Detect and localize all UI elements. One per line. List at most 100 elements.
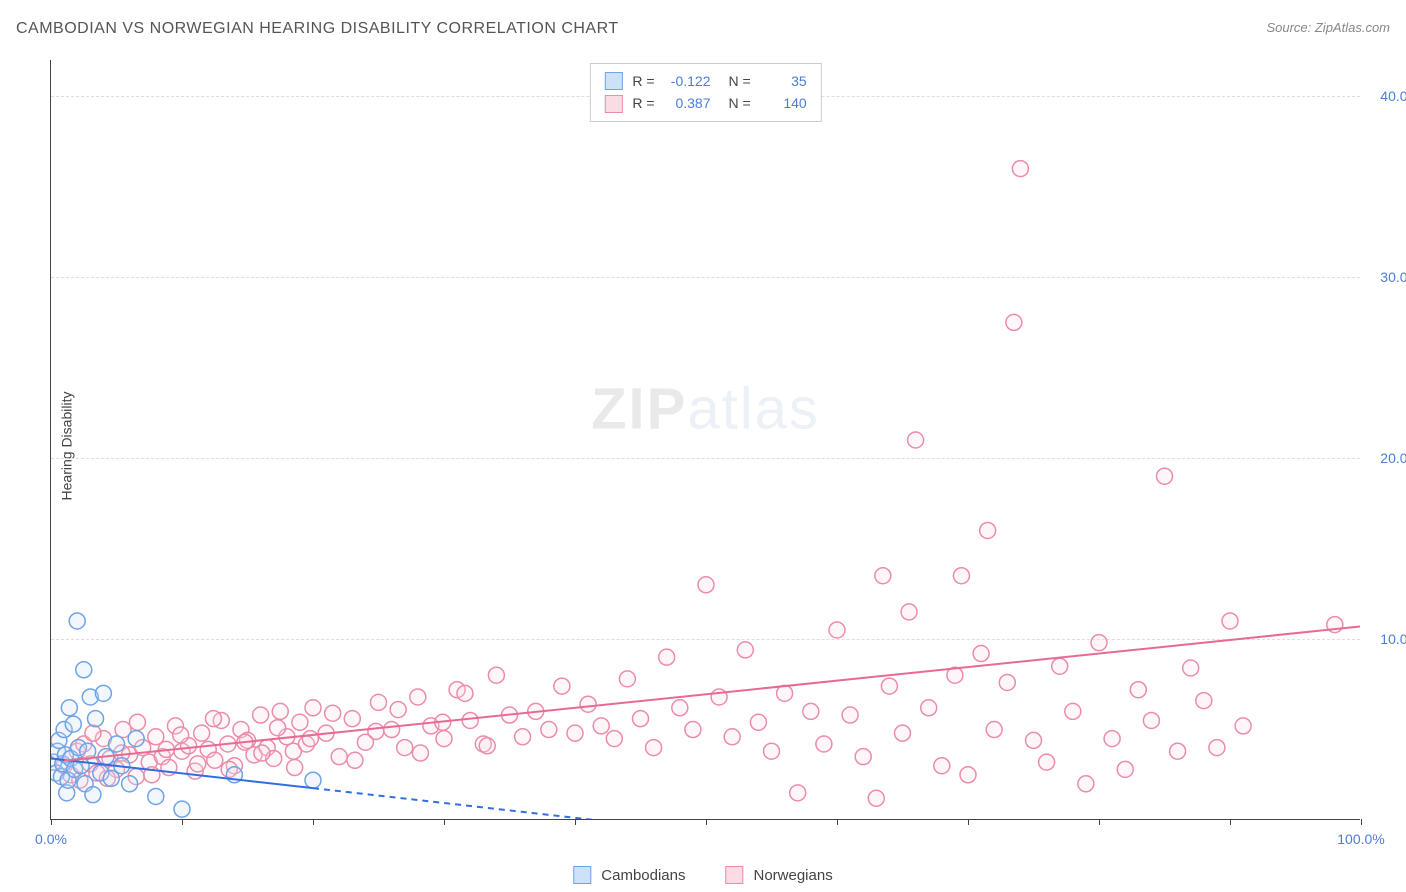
cambodians-point [128, 731, 144, 747]
norwegians-point [790, 785, 806, 801]
norwegians-point [901, 604, 917, 620]
norwegians-point [161, 760, 177, 776]
norwegians-point [1209, 740, 1225, 756]
norwegians-point [462, 712, 478, 728]
norwegians-point [102, 750, 118, 766]
watermark-zip: ZIP [591, 377, 687, 442]
norwegians-point [144, 767, 160, 783]
norwegians-point [1026, 732, 1042, 748]
norwegians-point [842, 707, 858, 723]
norwegians-point [331, 749, 347, 765]
legend-r-value: 0.387 [661, 92, 711, 114]
x-tick-mark [182, 819, 183, 825]
x-tick-label: 0.0% [35, 831, 67, 847]
norwegians-point [167, 718, 183, 734]
norwegians-point [1170, 743, 1186, 759]
norwegians-point [855, 749, 871, 765]
norwegians-point [141, 754, 157, 770]
norwegians-point [672, 700, 688, 716]
norwegians-point [646, 740, 662, 756]
norwegians-point [1006, 314, 1022, 330]
legend-r-label: R = [632, 92, 654, 114]
norwegians-point [190, 756, 206, 772]
legend-correlation-row: R =0.387N =140 [604, 92, 806, 114]
legend-series-item: Norwegians [726, 866, 833, 884]
norwegians-point [325, 705, 341, 721]
norwegians-point [69, 743, 85, 759]
norwegians-point [449, 682, 465, 698]
norwegians-point [1078, 776, 1094, 792]
legend-correlation: R =-0.122N =35R =0.387N =140 [589, 63, 821, 122]
norwegians-point [205, 711, 221, 727]
norwegians-point [619, 671, 635, 687]
y-tick-label: 30.0% [1380, 269, 1406, 285]
norwegians-point [1091, 635, 1107, 651]
norwegians-point [240, 732, 256, 748]
cambodians-point [51, 743, 66, 759]
norwegians-point [475, 736, 491, 752]
norwegians-point [685, 722, 701, 738]
norwegians-point [875, 568, 891, 584]
norwegians-point [302, 731, 318, 747]
norwegians-trend [64, 626, 1360, 760]
norwegians-point [980, 522, 996, 538]
cambodians-point [51, 732, 67, 748]
watermark: ZIPatlas [591, 376, 820, 443]
norwegians-point [397, 740, 413, 756]
norwegians-point [122, 747, 138, 763]
norwegians-point [213, 712, 229, 728]
norwegians-point [318, 725, 334, 741]
norwegians-point [698, 577, 714, 593]
norwegians-point [285, 743, 301, 759]
x-tick-mark [706, 819, 707, 825]
norwegians-point [221, 761, 237, 777]
norwegians-point [1012, 161, 1028, 177]
cambodians-point [63, 750, 79, 766]
norwegians-point [580, 696, 596, 712]
x-tick-mark [1361, 819, 1362, 825]
norwegians-point [816, 736, 832, 752]
norwegians-point [200, 741, 216, 757]
norwegians-point [567, 725, 583, 741]
x-tick-mark [837, 819, 838, 825]
legend-swatch [604, 72, 622, 90]
norwegians-point [947, 667, 963, 683]
norwegians-point [305, 700, 321, 716]
cambodians-point [61, 700, 77, 716]
cambodians-point [98, 749, 114, 765]
cambodians-point [103, 770, 119, 786]
norwegians-point [593, 718, 609, 734]
norwegians-point [457, 685, 473, 701]
cambodians-point [59, 785, 75, 801]
norwegians-point [344, 711, 360, 727]
cambodians-point [82, 689, 98, 705]
norwegians-point [174, 743, 190, 759]
cambodians-point [55, 756, 71, 772]
cambodians-point [67, 761, 83, 777]
cambodians-point [51, 754, 62, 770]
gridline [51, 458, 1360, 459]
norwegians-point [368, 723, 384, 739]
x-tick-mark [575, 819, 576, 825]
norwegians-point [128, 769, 144, 785]
norwegians-point [154, 749, 170, 765]
norwegians-point [1117, 761, 1133, 777]
cambodians-point [65, 716, 81, 732]
legend-series-item: Cambodians [573, 866, 685, 884]
norwegians-point [259, 740, 275, 756]
chart-svg [51, 60, 1360, 819]
norwegians-point [220, 736, 236, 752]
norwegians-point [292, 714, 308, 730]
norwegians-point [135, 740, 151, 756]
cambodians-point [77, 776, 93, 792]
x-tick-mark [1230, 819, 1231, 825]
norwegians-point [114, 745, 130, 761]
x-tick-mark [444, 819, 445, 825]
x-tick-mark [51, 819, 52, 825]
cambodians-point [60, 772, 76, 788]
legend-n-label: N = [729, 92, 751, 114]
cambodians-point [73, 758, 89, 774]
norwegians-point [347, 752, 363, 768]
x-tick-label: 100.0% [1337, 831, 1384, 847]
chart-title: CAMBODIAN VS NORWEGIAN HEARING DISABILIT… [16, 20, 619, 38]
